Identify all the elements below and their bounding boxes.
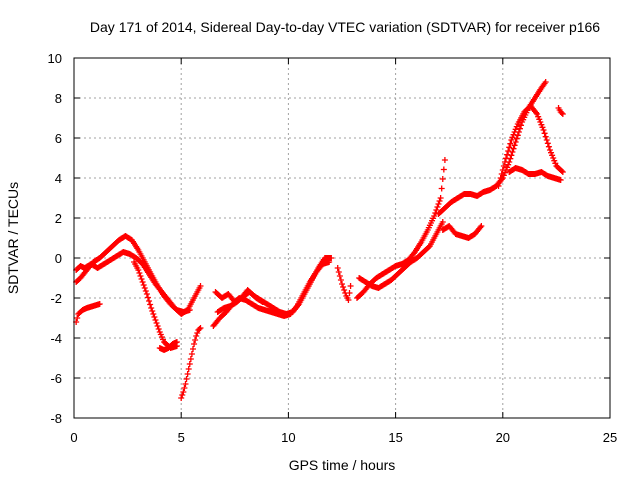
x-tick-label: 0 (70, 430, 77, 445)
chart-title: Day 171 of 2014, Sidereal Day-to-day VTE… (90, 19, 600, 35)
y-tick-label: 8 (55, 91, 62, 106)
y-axis-label: SDTVAR / TECUs (5, 182, 21, 294)
data-point-markers-16 (555, 105, 566, 117)
y-tick-label: -4 (50, 331, 62, 346)
axis-ticks: 0 5 10 15 20 25 -8 -6 -4 -2 0 2 4 6 8 10 (48, 51, 618, 445)
data-point-markers-1 (73, 233, 193, 315)
data-series-1 (73, 233, 193, 315)
y-tick-label: -6 (50, 371, 62, 386)
x-tick-label: 25 (603, 430, 617, 445)
data-point-markers-2 (73, 301, 103, 325)
data-series-11 (356, 219, 446, 291)
data-series-14 (495, 103, 566, 189)
x-tick-label: 20 (496, 430, 510, 445)
y-tick-label: 4 (55, 171, 62, 186)
y-tick-label: -8 (50, 411, 62, 426)
x-tick-label: 15 (388, 430, 402, 445)
x-tick-label: 10 (281, 430, 295, 445)
data-point-markers-11 (356, 219, 446, 291)
x-tick-label: 5 (178, 430, 185, 445)
data-series-10 (354, 157, 448, 301)
data-point-markers-12 (435, 79, 549, 217)
data-point-markers-4 (156, 339, 180, 353)
data-point-markers-14 (495, 103, 566, 189)
data-series-4 (156, 339, 180, 353)
y-tick-label: 6 (55, 131, 62, 146)
y-tick-label: 10 (48, 51, 62, 66)
data-point-markers-9 (334, 265, 354, 303)
y-tick-label: -2 (50, 291, 62, 306)
data-series-3 (131, 259, 180, 351)
y-tick-label: 2 (55, 211, 62, 226)
data-point-markers-5 (178, 325, 204, 401)
data-series-15 (506, 165, 564, 183)
y-tick-label: 0 (55, 251, 62, 266)
grid (74, 58, 610, 418)
data-point-markers-13 (439, 223, 485, 241)
data-series-9 (334, 265, 354, 303)
plot-frame (73, 57, 611, 419)
data-series-16 (555, 105, 566, 117)
data-series-8 (214, 289, 266, 315)
data-series-2 (73, 301, 103, 325)
data-point-markers-3 (131, 259, 180, 351)
data-point-markers-15 (506, 165, 564, 183)
data-point-markers-10 (354, 157, 448, 301)
data-point-markers-8 (214, 289, 266, 315)
x-axis-label: GPS time / hours (289, 457, 396, 473)
plot-area (73, 79, 566, 401)
data-series-5 (178, 325, 204, 401)
data-series-12 (435, 79, 549, 217)
data-series-13 (439, 223, 485, 241)
